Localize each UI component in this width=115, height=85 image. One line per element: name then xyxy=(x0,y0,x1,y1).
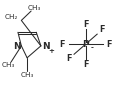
Text: P: P xyxy=(82,40,88,49)
Text: CH₃: CH₃ xyxy=(27,5,40,11)
Text: CH₃: CH₃ xyxy=(1,62,15,68)
Text: CH₂: CH₂ xyxy=(5,14,18,20)
Text: F: F xyxy=(106,40,111,49)
Text: F: F xyxy=(82,20,88,29)
Text: N: N xyxy=(13,42,21,51)
Text: +: + xyxy=(48,48,53,54)
Text: F: F xyxy=(66,54,71,63)
Text: F: F xyxy=(59,40,64,49)
Text: F: F xyxy=(98,25,104,34)
Text: N: N xyxy=(41,42,49,51)
Text: CH₃: CH₃ xyxy=(20,72,33,78)
Text: F: F xyxy=(82,60,88,69)
Text: -: - xyxy=(90,45,93,51)
